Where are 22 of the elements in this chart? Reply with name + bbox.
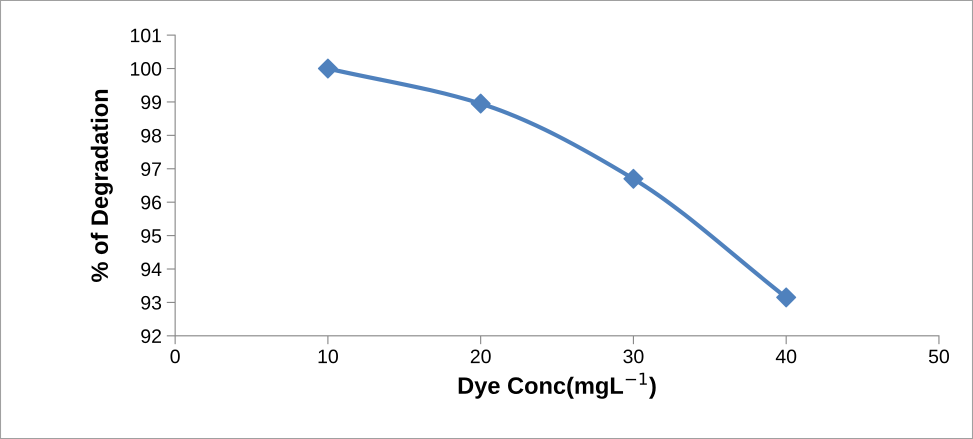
point [470,94,491,114]
y-tick-label: 100 [130,62,162,76]
point [318,58,338,79]
x-tick-label: 50 [928,350,949,364]
x-tick-label: 0 [170,350,180,364]
y-tick-label: 95 [141,229,162,243]
y-tick-label: 99 [141,95,162,110]
point [623,168,644,189]
y-tick-label: 96 [141,196,162,210]
y-tick-label: 93 [141,296,162,310]
y-tick-label: 98 [141,128,162,143]
x-tick-label: 10 [318,350,338,364]
x-tick-label: 30 [623,350,644,364]
y-tick-label: 97 [141,162,161,176]
point [776,287,796,308]
y-tick-label: 92 [141,329,161,344]
y-tick-label: 94 [141,262,162,276]
x-tick-label: 40 [776,350,796,364]
y-axis-title: % of Degradation [90,90,113,282]
y-tick-label: 101 [130,28,161,42]
x-axis-title: Dye Conc(mgL$^{−1}$) [458,372,656,399]
x-tick-label: 20 [470,350,491,364]
